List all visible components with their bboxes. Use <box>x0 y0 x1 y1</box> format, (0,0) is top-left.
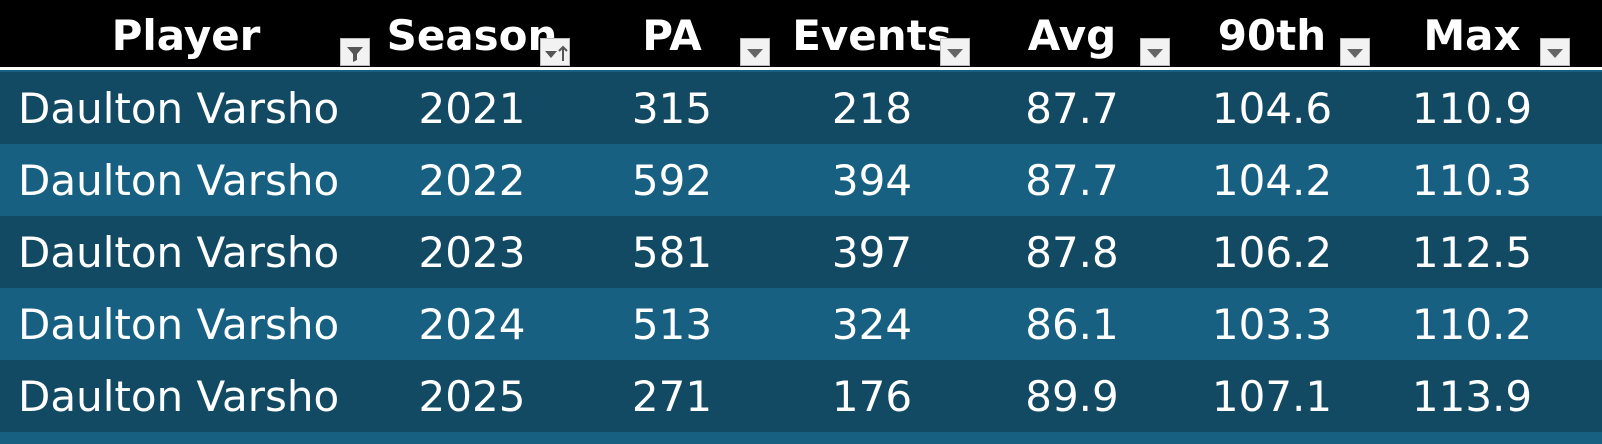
filter-icon <box>545 45 568 61</box>
value-cell: 104.6 <box>1211 84 1333 133</box>
player-cell: Daulton Varsho <box>18 156 340 205</box>
value-cell: 110.2 <box>1411 300 1533 349</box>
player-cell: Daulton Varsho <box>18 228 340 277</box>
player-cell: Daulton Varsho <box>18 372 340 421</box>
table-row: Daulton Varsho 2022 592 394 87.7 104.2 110.3 <box>0 144 1602 216</box>
player-cell: Daulton Varsho <box>18 84 340 133</box>
header-row: Player Season PA Events Avg 90th Max <box>0 0 1602 70</box>
value-cell: 87.8 <box>1025 228 1119 277</box>
value-cell: 2021 <box>418 84 526 133</box>
value-cell: 176 <box>831 372 913 421</box>
filter-icon <box>1547 49 1563 58</box>
filter-button[interactable] <box>1140 38 1170 66</box>
filter-icon <box>1147 49 1163 58</box>
column-header: 90th <box>1217 11 1327 60</box>
value-cell: 107.1 <box>1211 372 1333 421</box>
value-cell: 87.7 <box>1025 156 1119 205</box>
column-header: PA <box>642 11 702 60</box>
value-cell: 315 <box>631 84 713 133</box>
column-header: Season <box>386 11 558 60</box>
table-row: Daulton Varsho 2025 271 176 89.9 107.1 113.9 <box>0 360 1602 432</box>
value-cell: 86.1 <box>1025 300 1119 349</box>
filter-button[interactable] <box>540 38 570 66</box>
table-row: Daulton Varsho 2021 315 218 87.7 104.6 110.9 <box>0 72 1602 144</box>
value-cell: 513 <box>631 300 713 349</box>
value-cell: 110.9 <box>1411 84 1533 133</box>
value-cell: 397 <box>831 228 913 277</box>
column-header: Player <box>111 11 261 60</box>
value-cell: 113.9 <box>1411 372 1533 421</box>
value-cell: 103.3 <box>1211 300 1333 349</box>
table-row: Daulton Varsho 2024 513 324 86.1 103.3 110.2 <box>0 288 1602 360</box>
column-header: Max <box>1423 11 1521 60</box>
value-cell: 87.7 <box>1025 84 1119 133</box>
filter-icon <box>947 49 963 58</box>
value-cell: 218 <box>831 84 913 133</box>
filter-button[interactable] <box>940 38 970 66</box>
value-cell: 271 <box>631 372 713 421</box>
value-cell: 394 <box>831 156 913 205</box>
value-cell: 2022 <box>418 156 526 205</box>
filter-button[interactable] <box>340 38 370 66</box>
value-cell: 112.5 <box>1411 228 1533 277</box>
filter-button[interactable] <box>1340 38 1370 66</box>
filter-icon <box>1347 49 1363 58</box>
value-cell: 2023 <box>418 228 526 277</box>
value-cell: 104.2 <box>1211 156 1333 205</box>
column-header: Avg <box>1027 11 1117 60</box>
value-cell: 592 <box>631 156 713 205</box>
value-cell: 110.3 <box>1411 156 1533 205</box>
filter-icon <box>347 47 363 62</box>
filter-icon <box>747 49 763 58</box>
filter-button[interactable] <box>1540 38 1570 66</box>
value-cell: 89.9 <box>1025 372 1119 421</box>
column-header: Events <box>792 11 952 60</box>
value-cell: 2024 <box>418 300 526 349</box>
value-cell: 2025 <box>418 372 526 421</box>
value-cell: 106.2 <box>1211 228 1333 277</box>
filter-button[interactable] <box>740 38 770 66</box>
player-cell: Daulton Varsho <box>18 300 340 349</box>
value-cell: 324 <box>831 300 913 349</box>
value-cell: 581 <box>631 228 713 277</box>
table-row: Daulton Varsho 2023 581 397 87.8 106.2 112.5 <box>0 216 1602 288</box>
